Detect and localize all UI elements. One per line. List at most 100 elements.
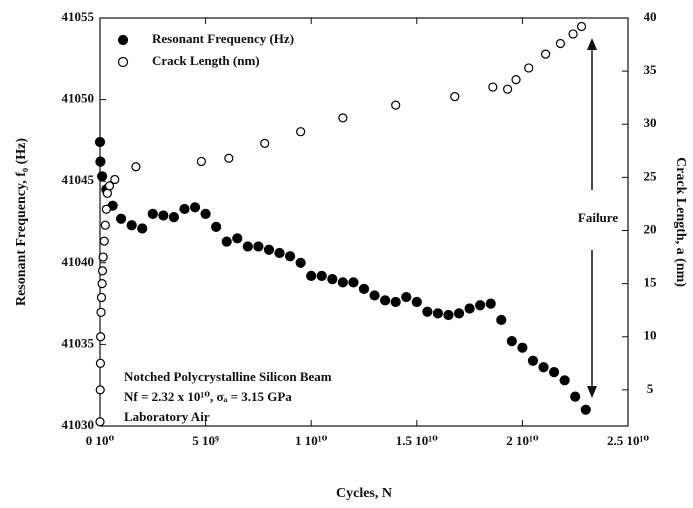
- point: [110, 174, 120, 185]
- x-tick-label: 1 10¹⁰: [295, 433, 328, 448]
- point: [224, 153, 234, 163]
- point: [485, 298, 496, 309]
- point: [527, 355, 539, 366]
- y2-tick-label: 20: [644, 221, 657, 236]
- point: [450, 92, 460, 102]
- point: [126, 220, 137, 231]
- point: [296, 127, 306, 137]
- point: [517, 342, 528, 353]
- x-tick-label: 0 10⁰: [86, 433, 115, 448]
- point: [95, 385, 105, 395]
- y-tick-label: 41035: [62, 335, 95, 350]
- x-tick-label: 1.5 10¹⁰: [396, 433, 438, 448]
- point: [348, 277, 359, 288]
- point: [242, 241, 253, 252]
- point: [568, 29, 578, 39]
- point: [432, 308, 444, 319]
- point: [284, 251, 296, 262]
- point: [200, 208, 211, 219]
- point: [391, 100, 401, 110]
- point: [179, 203, 190, 215]
- point: [338, 113, 348, 123]
- legend-label: Crack Length (nm): [152, 53, 260, 68]
- point: [211, 221, 222, 232]
- x-tick-label: 2.5 10¹⁰: [607, 433, 649, 448]
- point: [496, 314, 507, 326]
- y2-tick-label: 30: [644, 115, 657, 130]
- point: [253, 241, 264, 252]
- x-axis-label: Cycles, N: [336, 486, 392, 501]
- x-tick-label: 5 10⁹: [192, 433, 219, 448]
- point: [538, 362, 549, 373]
- legend-label: Resonant Frequency (Hz): [152, 31, 294, 46]
- y2-tick-label: 40: [644, 9, 657, 24]
- point: [422, 306, 433, 317]
- point: [96, 307, 106, 317]
- point: [137, 223, 148, 234]
- point: [295, 257, 306, 268]
- annotation: Notched Polycrystalline Silicon Beam: [124, 369, 332, 384]
- annotation: Nf = 2.32 x 10¹⁰, σₐ = 3.15 GPa: [124, 389, 292, 404]
- annotation: Laboratory Air: [124, 409, 210, 424]
- point: [221, 236, 232, 247]
- point: [97, 266, 108, 276]
- legend-marker: [117, 34, 129, 46]
- point: [196, 156, 206, 167]
- y2-tick-label: 15: [644, 275, 658, 290]
- y-tick-label: 41055: [62, 9, 95, 24]
- point: [390, 296, 401, 308]
- point: [580, 404, 591, 415]
- y2-tick-label: 10: [644, 328, 657, 343]
- point: [96, 292, 107, 303]
- point: [95, 417, 105, 427]
- point: [506, 336, 517, 347]
- y2-axis-label: Crack Length, a (nm): [673, 157, 688, 287]
- y-tick-label: 41040: [62, 254, 95, 269]
- point: [555, 38, 566, 49]
- point: [401, 291, 412, 303]
- point: [95, 156, 106, 167]
- point: [102, 188, 112, 198]
- point: [411, 296, 422, 308]
- point: [337, 277, 348, 288]
- point: [511, 75, 521, 85]
- y-axis-label: Resonant Frequency, f₀ (Hz): [14, 138, 29, 306]
- point: [358, 283, 370, 295]
- y2-tick-label: 35: [644, 62, 658, 77]
- point: [488, 82, 498, 92]
- point: [260, 138, 270, 148]
- point: [189, 202, 201, 213]
- point: [116, 213, 127, 224]
- failure-label: Failure: [578, 210, 618, 225]
- point: [306, 270, 317, 281]
- point: [443, 309, 454, 321]
- point: [274, 247, 285, 259]
- point: [101, 204, 111, 214]
- point: [369, 290, 380, 301]
- point: [503, 84, 513, 94]
- point: [475, 300, 486, 311]
- point: [327, 274, 338, 285]
- y-tick-label: 41050: [62, 91, 95, 106]
- point: [559, 375, 570, 386]
- point: [98, 252, 108, 262]
- point: [158, 210, 169, 221]
- point: [524, 63, 534, 73]
- point: [168, 212, 180, 223]
- point: [380, 295, 391, 306]
- point: [95, 358, 106, 368]
- point: [96, 332, 106, 342]
- point: [97, 171, 108, 182]
- point: [131, 162, 141, 172]
- point: [100, 220, 110, 230]
- point: [97, 279, 107, 289]
- y2-tick-label: 25: [644, 168, 658, 183]
- point: [104, 181, 115, 191]
- point: [570, 391, 581, 402]
- point: [263, 244, 275, 255]
- x-tick-label: 2 10¹⁰: [506, 433, 539, 448]
- point: [541, 49, 551, 59]
- point: [576, 21, 587, 32]
- point: [99, 236, 109, 246]
